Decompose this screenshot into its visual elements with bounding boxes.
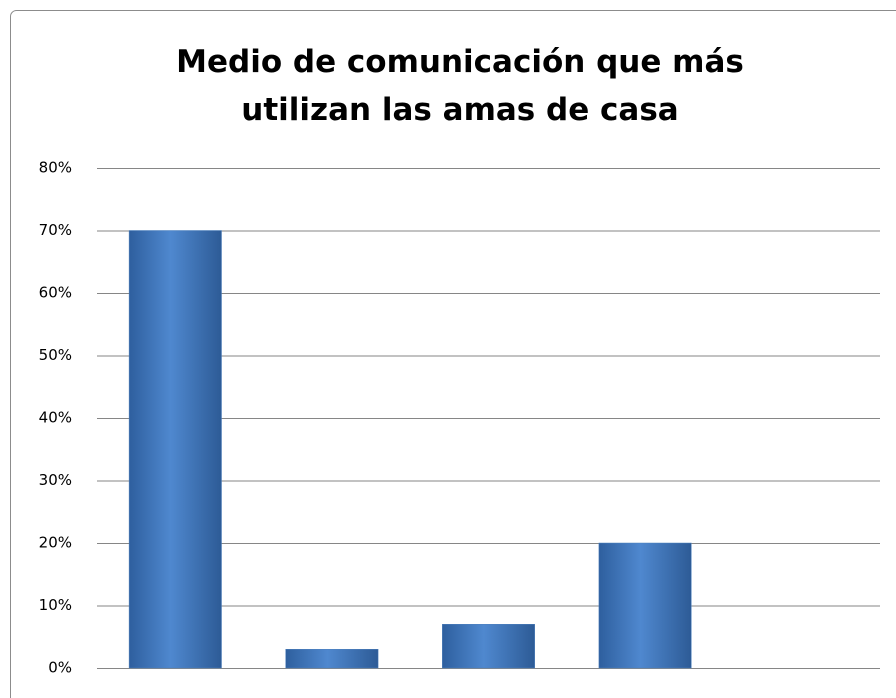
y-tick-label: 50% <box>39 346 72 364</box>
y-tick-label: 30% <box>39 471 72 489</box>
y-tick-label: 40% <box>39 409 72 427</box>
y-tick-label: 10% <box>39 596 72 614</box>
bar <box>598 542 692 669</box>
y-tick-label: 80% <box>39 159 72 177</box>
chart-border <box>10 10 896 698</box>
chart-title: Medio de comunicación que más utilizan l… <box>176 44 744 128</box>
bar <box>285 649 379 669</box>
y-tick-label: 20% <box>39 534 72 552</box>
bar <box>442 624 535 669</box>
y-tick-label: 70% <box>39 221 72 239</box>
bar <box>128 230 222 669</box>
y-tick-label: 0% <box>48 659 72 677</box>
y-tick-label: 60% <box>39 284 72 302</box>
